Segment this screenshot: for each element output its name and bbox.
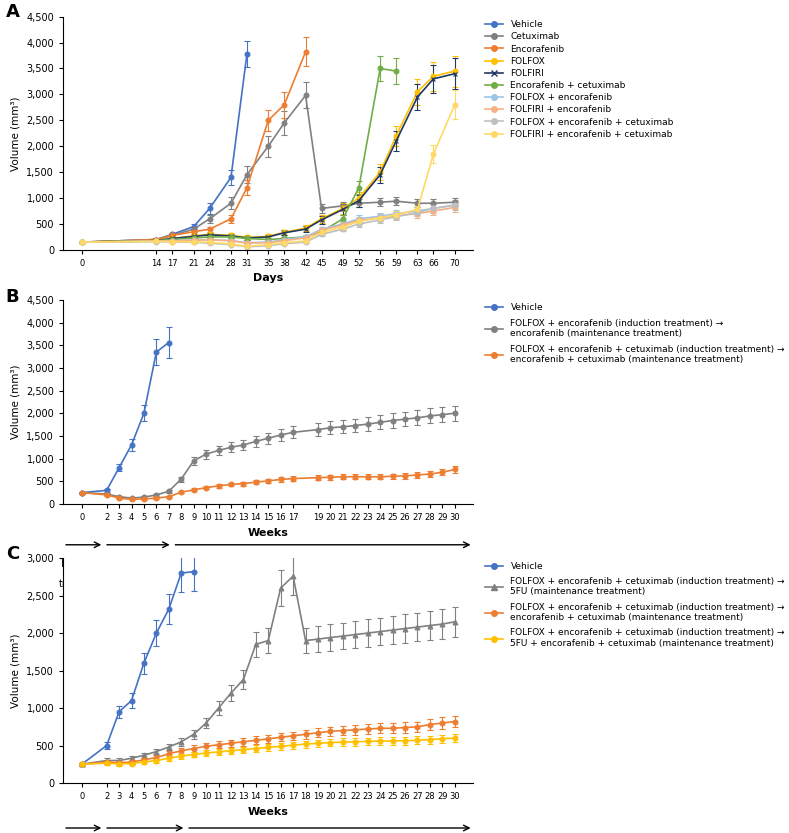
X-axis label: Weeks: Weeks: [248, 806, 289, 816]
Text: treatment: treatment: [59, 580, 108, 590]
X-axis label: Days: Days: [253, 273, 283, 283]
Text: Maintenance: Maintenance: [107, 559, 170, 569]
X-axis label: Weeks: Weeks: [248, 527, 289, 537]
Legend: Vehicle, FOLFOX + encorafenib (induction treatment) →
encorafenib (maintenance t: Vehicle, FOLFOX + encorafenib (induction…: [481, 300, 789, 367]
Legend: Vehicle, FOLFOX + encorafenib + cetuximab (induction treatment) →
5FU (maintenan: Vehicle, FOLFOX + encorafenib + cetuxima…: [481, 558, 789, 651]
Y-axis label: Volume (mm³): Volume (mm³): [11, 96, 21, 171]
Text: treatment: treatment: [114, 580, 163, 590]
Text: Follow-up: Follow-up: [300, 559, 346, 569]
Text: C: C: [6, 545, 19, 562]
Text: period: period: [308, 580, 338, 590]
Text: B: B: [6, 287, 19, 306]
Text: A: A: [6, 2, 20, 21]
Legend: Vehicle, Cetuximab, Encorafenib, FOLFOX, FOLFIRI, Encorafenib + cetuximab, FOLFO: Vehicle, Cetuximab, Encorafenib, FOLFOX,…: [481, 17, 678, 142]
Y-axis label: Volume (mm³): Volume (mm³): [11, 633, 21, 708]
Y-axis label: Volume (mm³): Volume (mm³): [11, 365, 21, 439]
Text: Induction: Induction: [61, 559, 107, 569]
